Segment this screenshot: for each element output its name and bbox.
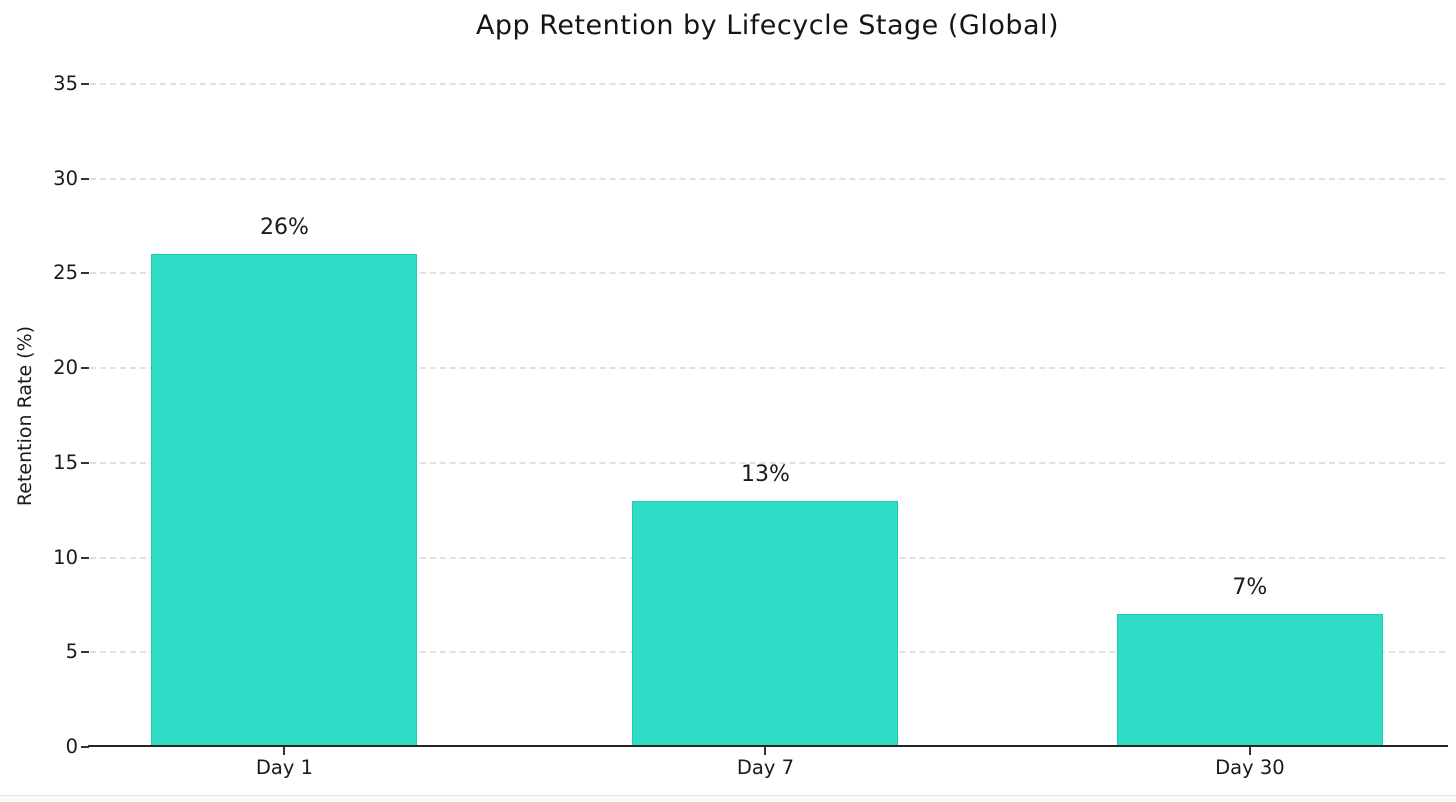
x-tick-label: Day 1 <box>255 756 313 779</box>
y-tick-label: 10 <box>53 545 78 569</box>
x-tick-label: Day 7 <box>736 756 795 779</box>
bar <box>1116 614 1383 747</box>
bar-value-label: 7% <box>1232 575 1268 601</box>
bar <box>151 254 418 747</box>
y-tick-label: 15 <box>53 450 78 474</box>
gridline <box>90 272 1445 275</box>
y-tick-mark <box>81 272 89 275</box>
bar-value-label: 26% <box>259 215 309 241</box>
y-tick-label: 20 <box>53 356 78 380</box>
x-tick-mark <box>1248 747 1251 755</box>
y-tick-label: 25 <box>53 261 78 285</box>
bar-value-label: 13% <box>741 461 790 487</box>
gridline <box>90 367 1445 370</box>
gridline <box>90 83 1445 85</box>
x-tick-mark <box>764 747 767 755</box>
y-tick-mark <box>81 556 89 559</box>
gridline <box>90 461 1445 464</box>
y-tick-mark <box>81 367 89 370</box>
y-tick-label: 35 <box>53 72 78 95</box>
y-tick-mark <box>81 651 89 654</box>
y-tick-mark <box>81 177 89 180</box>
y-tick-label: 5 <box>65 640 78 664</box>
x-tick-mark <box>283 747 286 755</box>
y-tick-label: 0 <box>65 735 78 758</box>
y-tick-mark <box>81 461 89 464</box>
x-axis-line <box>88 745 1448 748</box>
gridline <box>90 177 1445 180</box>
y-tick-label: 30 <box>53 166 78 190</box>
plot-area: 26% 13% 7% <box>90 83 1445 747</box>
y-tick-mark <box>81 83 89 85</box>
bar <box>632 500 899 747</box>
window-bottom-edge <box>0 795 1456 802</box>
y-axis-label: Retention Rate (%) <box>14 325 36 507</box>
chart-title: App Retention by Lifecycle Stage (Global… <box>475 10 1060 41</box>
x-tick-label: Day 30 <box>1215 756 1285 779</box>
y-tick-mark <box>81 746 89 748</box>
